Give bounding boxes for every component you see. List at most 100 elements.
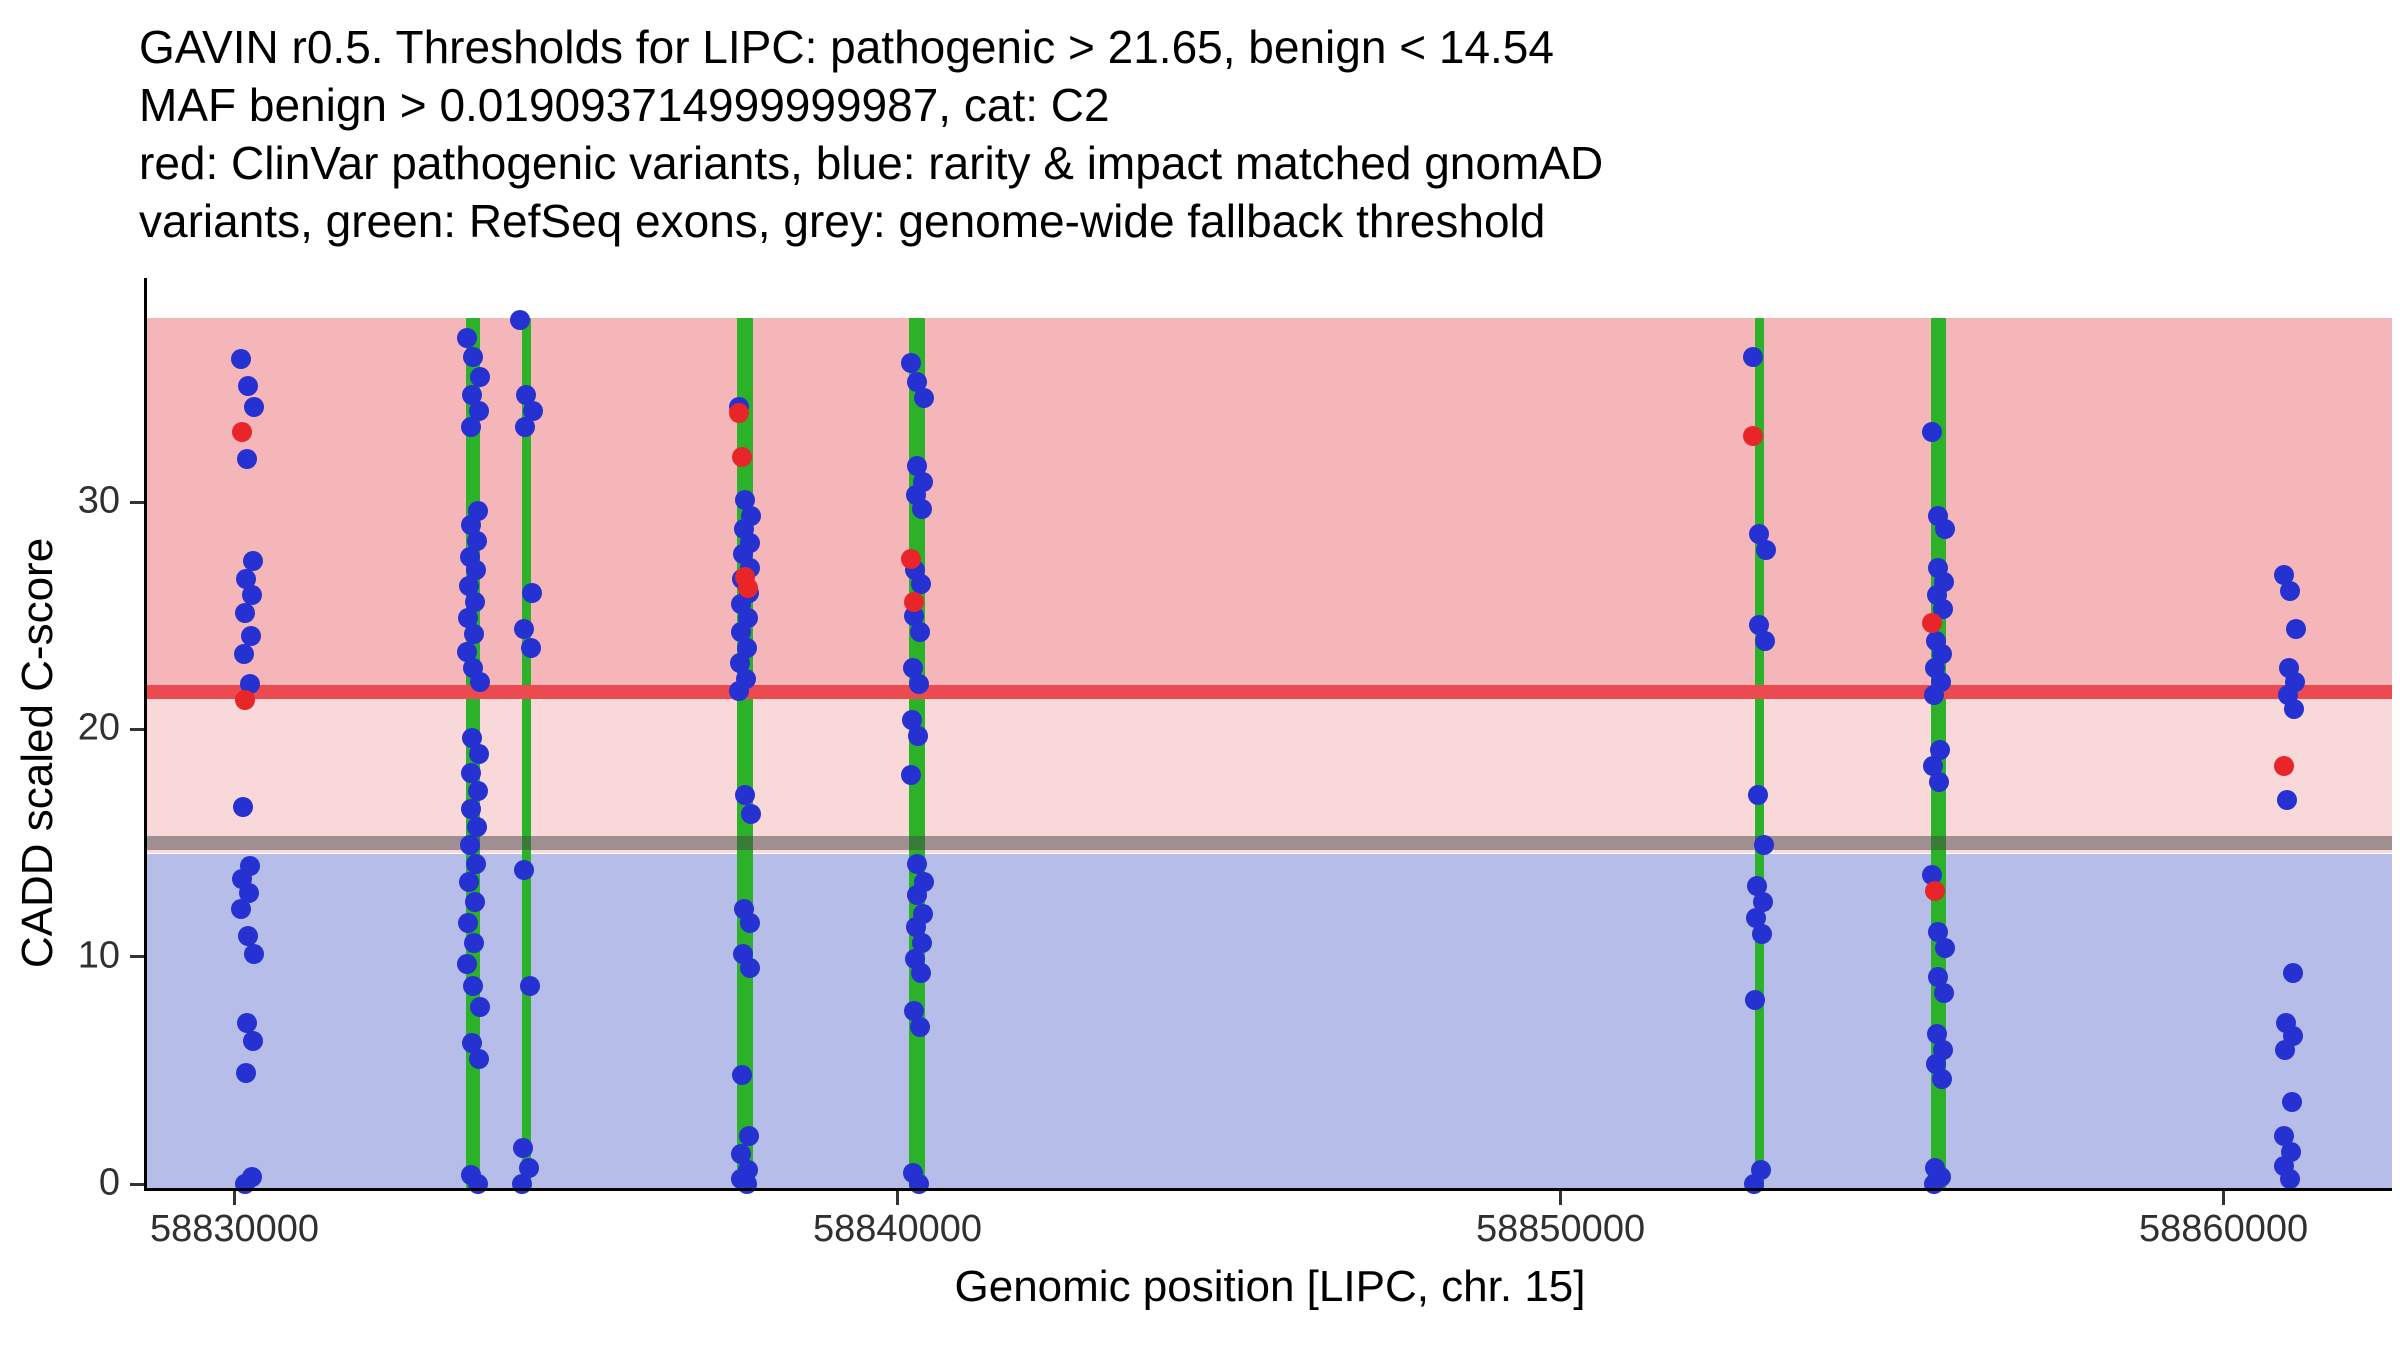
variant-dot-blue — [468, 744, 489, 765]
variant-dot-blue — [741, 803, 762, 824]
variant-dot-blue — [462, 385, 483, 406]
variant-dot-blue — [511, 1174, 532, 1194]
variant-dot-blue — [237, 376, 258, 397]
variant-dot-blue — [740, 912, 761, 933]
variant-dot-blue — [518, 1158, 539, 1179]
y-tick-mark — [130, 955, 144, 959]
variant-dot-blue — [461, 762, 482, 783]
variant-dot-blue — [909, 673, 930, 694]
variant-dot-blue — [730, 621, 751, 642]
variant-dot-blue — [909, 1174, 930, 1194]
variant-dot-blue — [910, 621, 931, 642]
x-axis-label: Genomic position [LIPC, chr. 15] — [954, 1262, 1586, 1311]
variant-dot-blue — [735, 785, 756, 806]
variant-dot-blue — [1748, 614, 1769, 635]
variant-dot-blue — [1934, 937, 1955, 958]
chart-title-line-2: MAF benign > 0.019093714999999987, cat: … — [139, 79, 1110, 131]
y-tick-label: 30 — [77, 479, 120, 522]
variant-dot-blue — [908, 726, 929, 747]
variant-dot-blue — [728, 680, 749, 701]
exon-bar — [909, 318, 926, 1188]
variant-dot-blue — [457, 608, 478, 629]
variant-dot-blue — [906, 885, 927, 906]
variant-dot-blue — [1926, 1023, 1947, 1044]
variant-dot-blue — [1753, 892, 1774, 913]
variant-dot-blue — [1932, 1069, 1953, 1090]
variant-dot-blue — [911, 962, 932, 983]
variant-dot-blue — [469, 671, 490, 692]
variant-dot-blue — [244, 396, 265, 417]
variant-dot-blue — [1928, 921, 1949, 942]
variant-dot-blue — [519, 976, 540, 997]
variant-dot-blue — [1925, 1053, 1946, 1074]
variant-dot-blue — [465, 853, 486, 874]
variant-dot-blue — [1922, 421, 1943, 442]
variant-dot-blue — [907, 371, 928, 392]
variant-dot-red — [904, 592, 925, 613]
y-tick-mark — [130, 727, 144, 731]
variant-dot-blue — [466, 817, 487, 838]
variant-dot-red — [2273, 755, 2294, 776]
variant-dot-blue — [1932, 598, 1953, 619]
variant-dot-blue — [235, 1062, 256, 1083]
variant-dot-blue — [1754, 630, 1775, 651]
variant-dot-blue — [913, 387, 934, 408]
chart-title-line-1: GAVIN r0.5. Thresholds for LIPC: pathoge… — [139, 21, 1554, 73]
variant-dot-blue — [901, 764, 922, 785]
variant-dot-blue — [731, 1144, 752, 1165]
exon-bar — [521, 318, 531, 1188]
variant-dot-blue — [241, 626, 262, 647]
variant-dot-blue — [1752, 923, 1773, 944]
variant-dot-blue — [521, 583, 542, 604]
variant-dot-blue — [459, 835, 480, 856]
variant-dot-blue — [735, 489, 756, 510]
variant-dot-red — [1922, 612, 1943, 633]
variant-dot-blue — [1744, 989, 1765, 1010]
variant-dot-blue — [456, 642, 477, 663]
variant-dot-red — [901, 548, 922, 569]
variant-dot-blue — [736, 1174, 757, 1194]
variant-dot-blue — [464, 933, 485, 954]
variant-dot-blue — [1923, 1174, 1944, 1194]
variant-dot-blue — [1933, 983, 1954, 1004]
variant-dot-blue — [235, 569, 256, 590]
variant-dot-blue — [468, 1048, 489, 1069]
variant-dot-blue — [463, 346, 484, 367]
variant-dot-blue — [469, 996, 490, 1017]
intermediate-region — [147, 691, 2392, 854]
variant-dot-blue — [465, 592, 485, 613]
x-tick-mark — [2222, 1191, 2226, 1205]
variant-dot-blue — [906, 455, 927, 476]
variant-dot-blue — [1923, 685, 1944, 706]
variant-dot-blue — [2284, 698, 2305, 719]
variant-dot-blue — [1747, 785, 1768, 806]
variant-dot-blue — [231, 348, 252, 369]
variant-dot-blue — [2273, 564, 2294, 585]
variant-dot-blue — [2279, 1169, 2300, 1190]
variant-dot-blue — [902, 710, 923, 731]
variant-dot-red — [231, 421, 252, 442]
variant-dot-blue — [458, 576, 479, 597]
variant-dot-blue — [463, 976, 484, 997]
variant-dot-blue — [242, 585, 263, 606]
variant-dot-blue — [732, 1064, 753, 1085]
variant-dot-blue — [905, 917, 926, 938]
variant-dot-blue — [509, 310, 530, 331]
variant-dot-blue — [1929, 771, 1950, 792]
y-axis-label: CADD scaled C-score — [13, 537, 62, 969]
variant-dot-blue — [739, 958, 760, 979]
variant-dot-blue — [460, 798, 481, 819]
variant-dot-blue — [465, 560, 486, 581]
chart-title-line-3: red: ClinVar pathogenic variants, blue: … — [139, 137, 1604, 189]
variant-dot-blue — [460, 514, 481, 535]
variant-dot-blue — [729, 653, 750, 674]
pathogenic-threshold-band — [147, 684, 2392, 699]
variant-dot-blue — [466, 530, 487, 551]
chart-title: GAVIN r0.5. Thresholds for LIPC: pathoge… — [139, 18, 1603, 250]
variant-dot-red — [1925, 880, 1946, 901]
variant-dot-blue — [461, 417, 482, 438]
variant-dot-blue — [1922, 864, 1943, 885]
y-tick-mark — [130, 1182, 144, 1186]
x-tick-label: 58860000 — [2139, 1208, 2309, 1250]
